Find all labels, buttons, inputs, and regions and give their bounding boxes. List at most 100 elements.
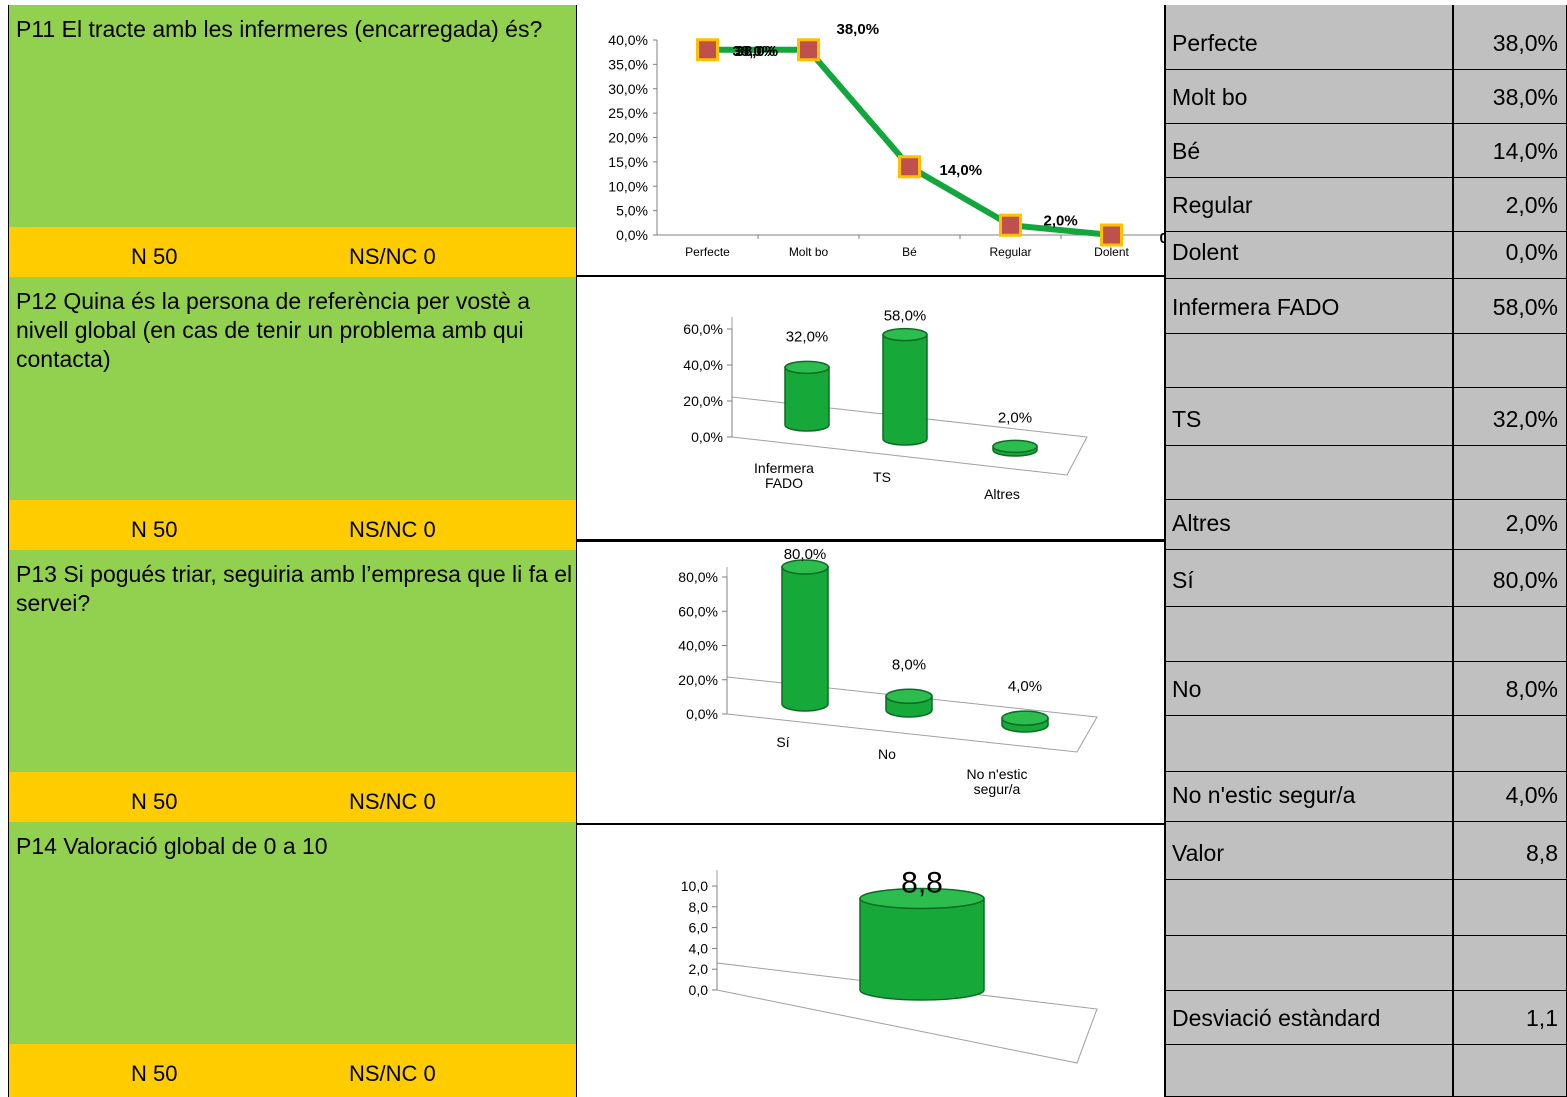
data-label: 38,0%	[736, 43, 779, 60]
y-tick-label: 20,0%	[683, 393, 723, 409]
question-p11-text: P11 El tracte amb les infermeres (encarr…	[8, 5, 576, 227]
row-label-text: Perfecte	[1172, 30, 1258, 56]
table-row-value: 4,0%	[1454, 772, 1567, 822]
table-row-label	[1164, 446, 1454, 500]
table-row-label: Molt bo	[1164, 70, 1454, 124]
row-label-text: Bé	[1172, 138, 1201, 164]
row-value-text: 4,0%	[1505, 782, 1558, 808]
bar-cylinder	[882, 333, 928, 446]
table-row-value: 58,0%	[1454, 279, 1567, 334]
data-label: 32,0%	[786, 328, 829, 345]
y-tick-label: 0,0%	[616, 227, 648, 243]
y-tick-label: 0,0%	[686, 706, 718, 722]
data-point	[1100, 223, 1123, 247]
data-point	[696, 38, 719, 62]
x-tick-label: Altres	[984, 486, 1020, 502]
y-tick-label: 15,0%	[608, 154, 648, 170]
chart-p11-line: 0,0% 5,0% 10,0% 15,0% 20,0% 25,0% 30,0% 35,0% 40…	[608, 21, 1164, 259]
table-row-label	[1164, 607, 1454, 662]
bar-cylinder	[781, 566, 829, 712]
bar-top	[885, 688, 933, 705]
x-tick-label: segur/a	[974, 781, 1021, 797]
question-p14-text: P14 Valoració global de 0 a 10	[8, 822, 576, 1044]
data-label: 80,0%	[784, 546, 827, 563]
row-value-text: 32,0%	[1492, 406, 1558, 432]
table-row-value: 80,0%	[1454, 550, 1567, 607]
table-row-value	[1454, 446, 1567, 500]
table-row-value: 0,0%	[1454, 232, 1567, 279]
y-tick-label: 40,0%	[608, 32, 648, 48]
row-label-text: No	[1172, 676, 1202, 702]
nsnc-count: NS/NC 0	[349, 1061, 436, 1086]
data-label: 8,0%	[892, 656, 926, 673]
chart-p12-bar: 0,0% 20,0% 40,0% 60,0% 32,0% 58,0% 2,0% Inferme…	[683, 308, 1088, 502]
table-row-value: 32,0%	[1454, 388, 1567, 446]
row-label-text: Desviació estàndard	[1172, 1005, 1381, 1031]
table-row-value: 38,0%	[1454, 5, 1567, 70]
bar-top	[781, 559, 829, 575]
question-p11-counts: N 50 NS/NC 0	[8, 227, 576, 277]
row-label-text: Sí	[1172, 567, 1194, 593]
x-tick-label: Sí	[776, 734, 789, 750]
x-tick-label: Molt bo	[789, 245, 829, 259]
table-row-label: Perfecte	[1164, 5, 1454, 70]
table-row-label: No	[1164, 662, 1454, 716]
row-value-text: 38,0%	[1492, 84, 1558, 110]
row-value-text: 38,0%	[1492, 30, 1558, 56]
table-row-label: Dolent	[1164, 232, 1454, 279]
data-label: 4,0%	[1008, 678, 1042, 695]
row-label-text: Valor	[1172, 840, 1224, 866]
y-tick-label: 20,0%	[608, 130, 648, 146]
nsnc-count: NS/NC 0	[349, 517, 436, 542]
n-count: N 50	[131, 789, 178, 814]
row-value-text: 0,0%	[1505, 239, 1558, 265]
table-row-label	[1164, 334, 1454, 388]
data-point	[797, 38, 820, 62]
data-label: 14,0%	[940, 162, 983, 179]
question-p13-text: P13 Si pogués triar, seguiria amb l’empr…	[8, 550, 576, 772]
table-row-value: 2,0%	[1454, 178, 1567, 232]
table-row-label: Bé	[1164, 124, 1454, 178]
data-point	[999, 213, 1022, 237]
question-p13-counts: N 50 NS/NC 0	[8, 772, 576, 822]
x-tick-label: TS	[873, 469, 891, 485]
chart-p13-bar: 0,0% 20,0% 40,0% 60,0% 80,0% 80,0% 8,0% 4,0% Sí N…	[678, 546, 1098, 797]
table-row-value	[1454, 880, 1567, 936]
data-label: 2,0%	[998, 409, 1032, 426]
table-row-value	[1454, 334, 1567, 388]
x-tick-label: No n'estic	[966, 766, 1027, 782]
table-row-value: 1,1	[1454, 991, 1567, 1045]
bar-top	[882, 327, 928, 342]
x-tick-label: Regular	[989, 245, 1031, 259]
table-row-label: TS	[1164, 388, 1454, 446]
series-line	[707, 46, 1112, 238]
chart-p14-container: 0,0 2,0 4,0 6,0 8,0 10,0 8,8	[576, 825, 1166, 1097]
data-label: 38,0%	[733, 43, 776, 60]
table-row-label	[1164, 936, 1454, 991]
table-row-value: 14,0%	[1454, 124, 1567, 178]
data-label: 8,8	[901, 866, 943, 899]
row-value-text: 2,0%	[1505, 510, 1558, 536]
y-tick-label: 60,0%	[678, 603, 718, 619]
y-tick-label: 60,0%	[683, 321, 723, 337]
n-count: N 50	[131, 1061, 178, 1086]
row-value-text: 8,0%	[1505, 676, 1558, 702]
nsnc-count: NS/NC 0	[349, 789, 436, 814]
chart-p12-container: 0,0% 20,0% 40,0% 60,0% 32,0% 58,0% 2,0% Inferme…	[576, 277, 1166, 542]
n-count: N 50	[131, 517, 178, 542]
y-tick-label: 35,0%	[608, 56, 648, 72]
x-tick-label: Dolent	[1094, 245, 1129, 259]
table-row-value: 2,0%	[1454, 500, 1567, 550]
y-tick-label: 25,0%	[608, 105, 648, 121]
table-row-label: Altres	[1164, 500, 1454, 550]
chart-p14-bar: 0,0 2,0 4,0 6,0 8,0 10,0 8,8	[681, 866, 1098, 1064]
y-tick-label: 20,0%	[678, 672, 718, 688]
x-tick-label: Perfecte	[685, 245, 730, 259]
row-value-text: 8,8	[1526, 840, 1558, 866]
y-tick-label: 30,0%	[608, 81, 648, 97]
y-tick-label: 10,0	[681, 878, 708, 894]
data-label: 58,0%	[884, 308, 927, 325]
x-tick-label: No	[878, 746, 896, 762]
row-label-text: No n'estic segur/a	[1172, 782, 1356, 808]
question-p12-text: P12 Quina és la persona de referència pe…	[8, 277, 576, 500]
